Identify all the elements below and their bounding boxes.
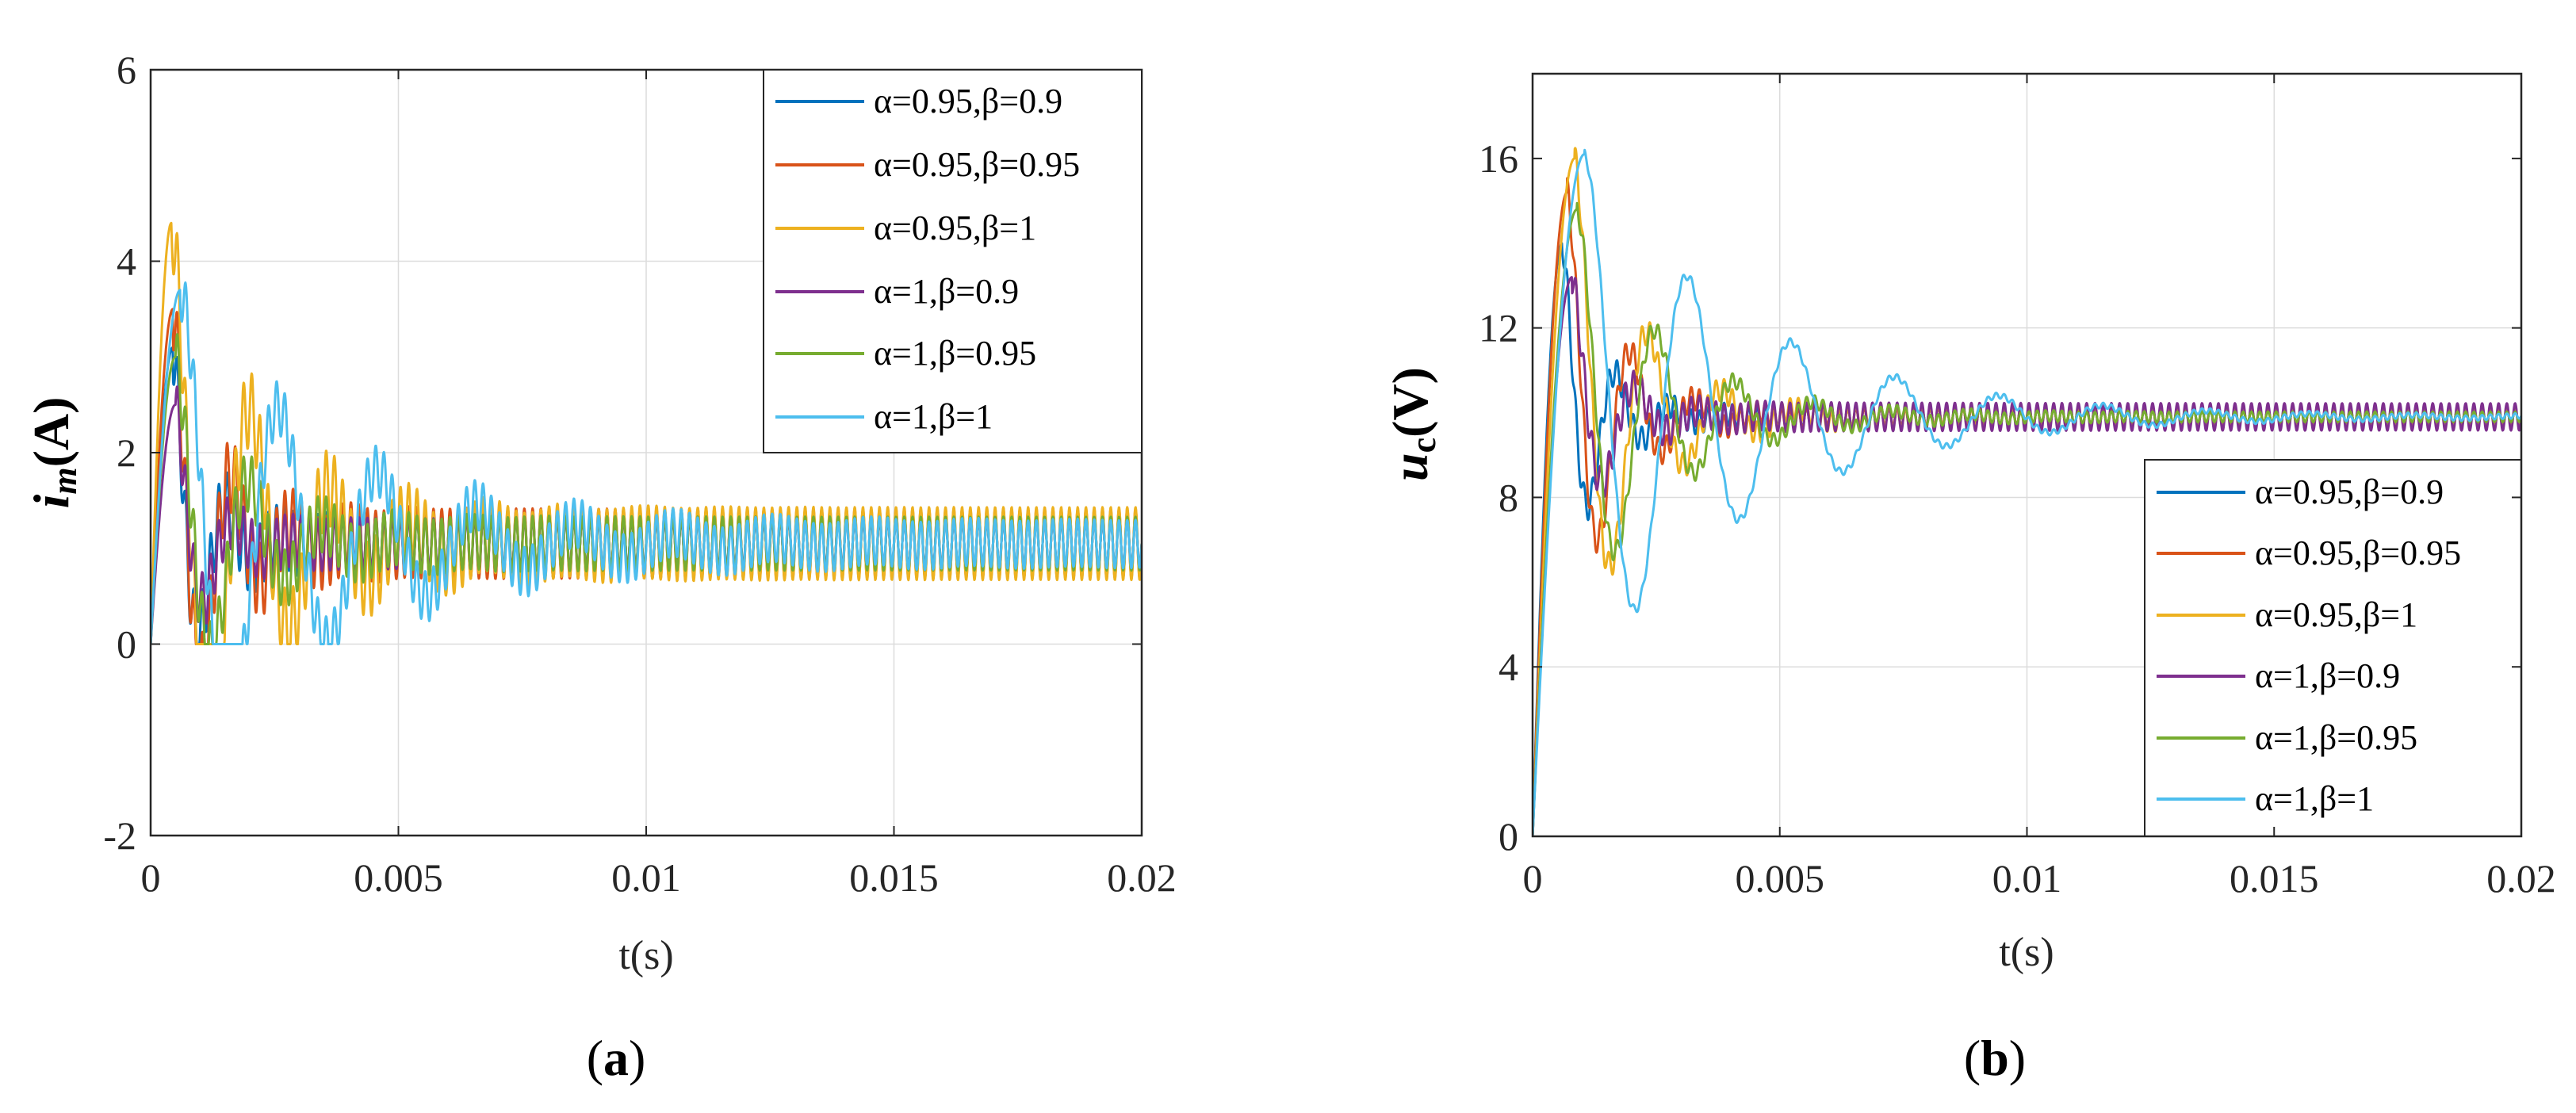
series-line: [151, 281, 1142, 645]
legend-label: α=1,β=0.9: [2255, 656, 2400, 695]
x-tick-labels: 0 0.005 0.01 0.015 0.02: [1523, 856, 2556, 901]
series-group: [151, 221, 1142, 645]
y-tick-label: 0: [1499, 814, 1518, 859]
y-tick-label: 16: [1479, 136, 1518, 181]
x-axis-label: t(s): [1999, 930, 2054, 975]
x-tick-label: 0.015: [2230, 856, 2319, 901]
panel-caption-letter: b: [1981, 1030, 2009, 1086]
x-tick-label: 0.005: [1736, 856, 1825, 901]
legend-label: α=1,β=1: [2255, 779, 2374, 818]
legend-label: α=1,β=0.95: [2255, 718, 2417, 757]
x-tick-label: 0.02: [2486, 856, 2556, 901]
legend-label: α=0.95,β=0.95: [2255, 534, 2461, 572]
panel-caption-letter: a: [603, 1030, 629, 1086]
x-axis-label: t(s): [618, 933, 673, 978]
y-axis-label-unit: (V): [1382, 367, 1438, 438]
legend-label: α=0.95,β=0.9: [2255, 472, 2444, 511]
legend-label: α=0.95,β=1: [874, 208, 1036, 247]
x-tick-label: 0.005: [354, 855, 443, 900]
legend-label: α=0.95,β=0.95: [874, 145, 1080, 184]
legend-label: α=1,β=1: [874, 397, 993, 436]
y-axis-label: uc(V): [1382, 367, 1443, 481]
chart-panel-b: α=0.95,β=0.9 α=0.95,β=0.95 α=0.95,β=1 α=…: [1382, 72, 2556, 1086]
legend-box: [2144, 459, 2522, 837]
y-tick-label: 4: [1499, 644, 1518, 689]
y-axis-label-sub: c: [1404, 438, 1443, 453]
x-tick-label: 0: [141, 855, 161, 900]
y-axis-label-sub: m: [45, 467, 84, 494]
legend-box: [763, 69, 1143, 453]
legend-label: α=1,β=0.9: [874, 272, 1019, 311]
y-tick-labels: -2 0 2 4 6: [103, 48, 136, 858]
y-tick-label: 4: [117, 239, 136, 284]
legend-label: α=0.95,β=0.9: [874, 82, 1062, 120]
y-axis-label-main: i: [23, 494, 79, 508]
y-tick-label: 8: [1499, 475, 1518, 519]
series-group: [1533, 147, 2521, 836]
y-tick-label: 12: [1479, 306, 1518, 350]
axis-ticks: [1532, 74, 2522, 837]
series-line: [1533, 148, 2521, 836]
y-tick-label: -2: [103, 813, 136, 858]
legend: α=0.95,β=0.9 α=0.95,β=0.95 α=0.95,β=1 α=…: [763, 69, 1143, 453]
y-tick-label: 2: [117, 430, 136, 475]
x-tick-label: 0.02: [1107, 855, 1177, 900]
panel-caption: (b): [1964, 1030, 2026, 1086]
x-tick-label: 0: [1523, 856, 1543, 901]
x-tick-label: 0.01: [611, 855, 681, 900]
y-axis-label-main: u: [1382, 453, 1438, 481]
y-axis-label-unit: (A): [23, 397, 79, 468]
y-tick-label: 6: [117, 48, 136, 92]
x-tick-labels: 0 0.005 0.01 0.015 0.02: [141, 855, 1177, 900]
x-tick-label: 0.01: [1992, 856, 2062, 901]
legend: α=0.95,β=0.9 α=0.95,β=0.95 α=0.95,β=1 α=…: [2144, 459, 2522, 837]
legend-label: α=0.95,β=1: [2255, 595, 2417, 634]
y-tick-labels: 0 4 8 12 16: [1479, 136, 1518, 859]
panel-caption: (a): [587, 1030, 646, 1086]
x-tick-label: 0.015: [849, 855, 939, 900]
legend-label: α=1,β=0.95: [874, 334, 1036, 373]
y-axis-label: im(A): [23, 397, 84, 509]
y-tick-label: 0: [117, 622, 136, 667]
